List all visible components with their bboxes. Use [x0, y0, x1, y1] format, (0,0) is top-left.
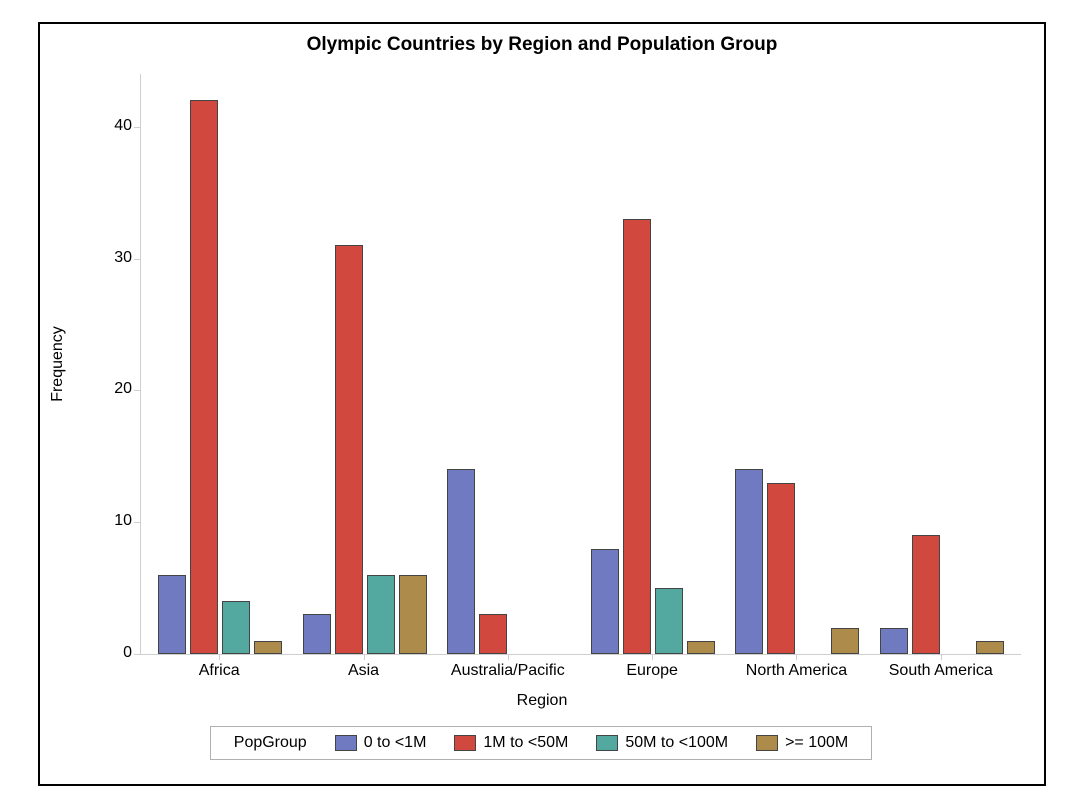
bar	[655, 588, 683, 654]
bar	[735, 469, 763, 654]
y-tick-label: 30	[82, 249, 132, 267]
y-tick-mark	[134, 654, 140, 655]
bar	[687, 641, 715, 654]
bar	[767, 483, 795, 654]
bar	[190, 100, 218, 654]
x-category-label: Africa	[147, 662, 291, 680]
bar	[399, 575, 427, 654]
bar	[880, 628, 908, 654]
x-category-label: North America	[724, 662, 868, 680]
x-tick-mark	[219, 654, 220, 660]
y-tick-mark	[134, 522, 140, 523]
x-tick-mark	[941, 654, 942, 660]
bar	[976, 641, 1004, 654]
y-tick-label: 0	[82, 644, 132, 662]
y-tick-label: 20	[82, 380, 132, 398]
y-axis-label: Frequency	[49, 326, 67, 402]
bar	[367, 575, 395, 654]
legend-swatch	[596, 735, 618, 751]
plot-area	[140, 74, 1021, 655]
x-category-label: Europe	[580, 662, 724, 680]
x-category-label: Australia/Pacific	[436, 662, 580, 680]
bar	[158, 575, 186, 654]
x-tick-mark	[796, 654, 797, 660]
legend-item: >= 100M	[756, 734, 848, 752]
bar	[447, 469, 475, 654]
legend-title: PopGroup	[234, 734, 307, 752]
legend-item: 50M to <100M	[596, 734, 728, 752]
bar	[222, 601, 250, 654]
legend: PopGroup 0 to <1M 1M to <50M 50M to <100M >=…	[210, 726, 872, 760]
x-tick-mark	[364, 654, 365, 660]
legend-swatch	[335, 735, 357, 751]
bar	[479, 614, 507, 654]
bar	[591, 549, 619, 654]
x-category-label: South America	[869, 662, 1013, 680]
bar	[303, 614, 331, 654]
bar	[335, 245, 363, 654]
y-tick-label: 40	[82, 117, 132, 135]
chart-frame: Olympic Countries by Region and Populati…	[0, 0, 1080, 804]
legend-label: 50M to <100M	[625, 734, 728, 752]
y-tick-mark	[134, 390, 140, 391]
y-tick-label: 10	[82, 512, 132, 530]
legend-swatch	[756, 735, 778, 751]
x-category-label: Asia	[291, 662, 435, 680]
y-tick-mark	[134, 127, 140, 128]
y-tick-mark	[134, 259, 140, 260]
legend-item: 1M to <50M	[454, 734, 568, 752]
bar	[831, 628, 859, 654]
chart-border: Olympic Countries by Region and Populati…	[38, 22, 1046, 786]
legend-swatch	[454, 735, 476, 751]
x-tick-mark	[652, 654, 653, 660]
bar	[623, 219, 651, 654]
x-axis-label: Region	[40, 692, 1044, 710]
chart-title: Olympic Countries by Region and Populati…	[40, 34, 1044, 56]
bar	[254, 641, 282, 654]
legend-label: 0 to <1M	[364, 734, 427, 752]
legend-label: >= 100M	[785, 734, 848, 752]
legend-item: 0 to <1M	[335, 734, 427, 752]
x-tick-mark	[508, 654, 509, 660]
bar	[912, 535, 940, 654]
legend-label: 1M to <50M	[483, 734, 568, 752]
